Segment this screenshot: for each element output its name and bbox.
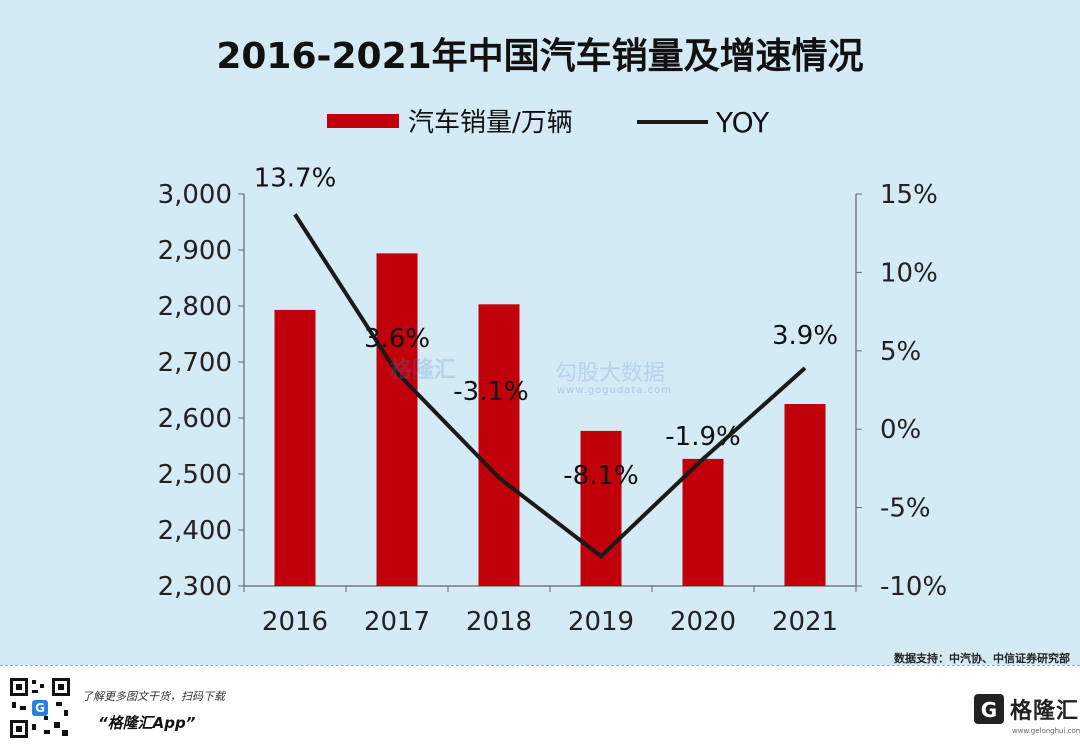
- bar-2018: [478, 304, 520, 586]
- x-tick-label: 2016: [262, 607, 328, 637]
- watermark-brand: 格隆汇: [390, 358, 457, 383]
- bar-2021: [784, 404, 826, 586]
- yoy-label-2018: -3.1%: [453, 377, 528, 407]
- footer: [0, 665, 1080, 748]
- brand-url: www.gelonghui.com: [1012, 727, 1080, 735]
- y-right-tick-label: 15%: [880, 180, 938, 210]
- y-right-tick-label: -10%: [880, 572, 947, 602]
- brand-logo-icon: G: [974, 694, 1004, 724]
- bar-2019: [580, 430, 622, 586]
- source-note: 数据支持：中汽协、中信证券研究部: [894, 652, 1070, 665]
- qr-code-icon[interactable]: G: [8, 676, 72, 740]
- y-left-tick-label: 3,000: [158, 180, 232, 210]
- x-tick-label: 2021: [772, 607, 838, 637]
- bar-2017: [376, 253, 418, 587]
- y-left-tick-label: 2,500: [158, 460, 232, 490]
- legend-swatch-sales: [327, 114, 399, 128]
- chart-canvas: 2016-2021年中国汽车销量及增速情况 汽车销量/万辆 YOY 2,3002,…: [158, 36, 948, 637]
- yoy-line: [293, 213, 807, 559]
- x-tick-label: 2020: [670, 607, 736, 637]
- y-right-tick-label: 10%: [880, 258, 938, 288]
- y-left-tick-label: 2,300: [158, 572, 232, 602]
- bar-series: [274, 253, 826, 587]
- watermark-url: www.gogudata.com: [557, 385, 673, 396]
- promo-text: 了解更多图文干货，扫码下载: [82, 690, 225, 703]
- yoy-label-2020: -1.9%: [665, 422, 740, 452]
- brand-name: 格隆汇: [1010, 699, 1080, 724]
- yoy-label-2017: 3.6%: [364, 324, 430, 354]
- y-left-tick-label: 2,800: [158, 292, 232, 322]
- legend: 汽车销量/万辆 YOY: [327, 106, 770, 139]
- promo-app-name: “格隆汇App”: [98, 714, 196, 732]
- chart-title: 2016-2021年中国汽车销量及增速情况: [216, 36, 863, 77]
- y-right-tick-label: -5%: [880, 494, 931, 524]
- y-right-tick-label: 0%: [880, 415, 921, 445]
- y-left-tick-label: 2,900: [158, 236, 232, 266]
- x-tick-label: 2017: [364, 607, 430, 637]
- line-series: 13.7% 3.6% -3.1% -8.1% -1.9% 3.9%: [254, 163, 838, 559]
- yoy-label-2019: -8.1%: [563, 461, 638, 491]
- x-tick-label: 2018: [466, 607, 532, 637]
- watermark-name: 勾股大数据: [555, 361, 666, 386]
- x-tick-label: 2019: [568, 607, 634, 637]
- y-left-tick-label: 2,400: [158, 516, 232, 546]
- bar-2020: [682, 458, 724, 586]
- svg-text:G: G: [35, 701, 45, 715]
- footer-divider: [0, 665, 1080, 667]
- legend-label-yoy: YOY: [715, 106, 770, 139]
- legend-label-sales: 汽车销量/万辆: [408, 108, 573, 138]
- yoy-label-2021: 3.9%: [772, 321, 838, 351]
- yoy-label-2016: 13.7%: [254, 163, 337, 193]
- bar-2016: [274, 309, 316, 586]
- axes: 2,300 2,400 2,500 2,600 2,700 2,800 2,900 3,000…: [158, 180, 948, 637]
- y-right-tick-label: 5%: [880, 337, 921, 367]
- y-left-tick-label: 2,600: [158, 404, 232, 434]
- svg-text:G: G: [981, 698, 997, 722]
- y-left-tick-label: 2,700: [158, 348, 232, 378]
